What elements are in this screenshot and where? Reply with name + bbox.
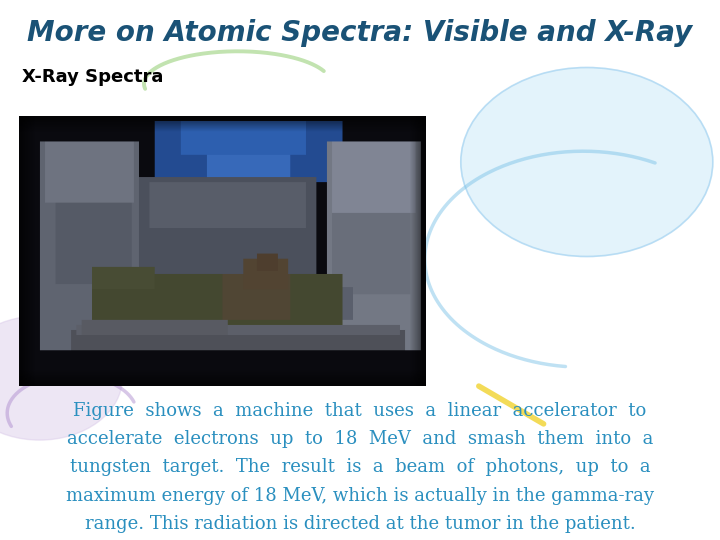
Text: More on Atomic Spectra: Visible and X-Ray: More on Atomic Spectra: Visible and X-Ra… xyxy=(27,19,693,47)
Text: tungsten  target.  The  result  is  a  beam  of  photons,  up  to  a: tungsten target. The result is a beam of… xyxy=(70,458,650,476)
Circle shape xyxy=(461,68,713,256)
Circle shape xyxy=(0,316,122,440)
Text: accelerate  electrons  up  to  18  MeV  and  smash  them  into  a: accelerate electrons up to 18 MeV and sm… xyxy=(67,430,653,448)
Text: maximum energy of 18 MeV, which is actually in the gamma-ray: maximum energy of 18 MeV, which is actua… xyxy=(66,487,654,504)
Text: Figure  shows  a  machine  that  uses  a  linear  accelerator  to: Figure shows a machine that uses a linea… xyxy=(73,402,647,420)
Text: range. This radiation is directed at the tumor in the patient.: range. This radiation is directed at the… xyxy=(85,515,635,532)
Text: X-Ray Spectra: X-Ray Spectra xyxy=(22,68,163,85)
